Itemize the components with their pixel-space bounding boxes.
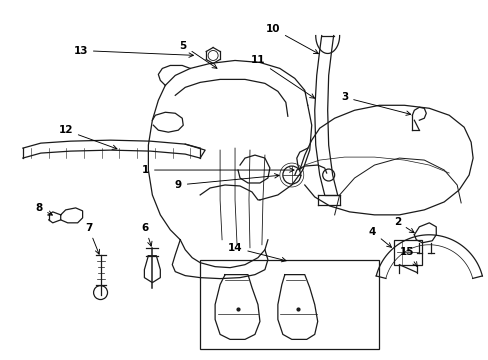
Bar (394, 240, 422, 265)
Text: 4: 4 (368, 227, 391, 247)
Text: 10: 10 (265, 24, 318, 54)
Text: 3: 3 (340, 92, 410, 115)
Text: 12: 12 (59, 125, 117, 149)
Text: 15: 15 (399, 247, 416, 266)
Text: 11: 11 (250, 55, 314, 98)
Text: 14: 14 (227, 243, 285, 262)
Text: 5: 5 (179, 41, 217, 68)
Text: 6: 6 (142, 223, 152, 246)
Text: 1: 1 (142, 165, 293, 175)
Text: 8: 8 (35, 203, 52, 215)
Bar (200, 260, 379, 349)
Text: 13: 13 (73, 45, 193, 57)
Text: 7: 7 (85, 223, 100, 254)
Text: 2: 2 (393, 217, 413, 233)
Text: 9: 9 (174, 174, 279, 190)
